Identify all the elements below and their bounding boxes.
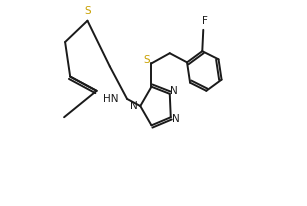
Text: S: S xyxy=(143,55,150,65)
Text: HN: HN xyxy=(103,94,119,104)
Text: N: N xyxy=(130,101,138,111)
Text: N: N xyxy=(172,114,180,124)
Text: F: F xyxy=(202,16,208,26)
Text: N: N xyxy=(170,86,178,96)
Text: S: S xyxy=(84,6,91,16)
